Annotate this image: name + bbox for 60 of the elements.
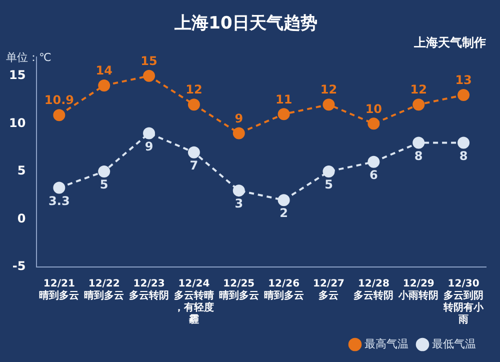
data-label: 8 (414, 148, 423, 163)
x-tick-label: 12/23 多云转阴 (129, 278, 170, 302)
y-tick-label: 5 (17, 164, 26, 178)
point (412, 136, 425, 149)
chart-subtitle: 上海天气制作 (413, 36, 486, 50)
data-label: 8 (459, 148, 468, 163)
point (322, 165, 335, 178)
point (412, 98, 425, 111)
point (53, 109, 66, 122)
x-tick-label: 12/22 晴到多云 (84, 278, 124, 302)
y-tick-label: 0 (17, 211, 26, 226)
y-tick-label: 10 (8, 116, 26, 130)
y-tick-label: -5 (12, 259, 26, 274)
data-label: 7 (190, 158, 198, 172)
point (53, 182, 66, 194)
x-tick-label: 12/24 多云转晴，有轻度霾 (174, 278, 214, 326)
point (368, 156, 380, 168)
point (368, 118, 380, 130)
data-label: 9 (144, 139, 154, 154)
data-label: 15 (140, 54, 158, 68)
data-label: 9 (234, 111, 244, 126)
data-label: 3 (234, 196, 244, 211)
point (98, 165, 110, 178)
legend-label: 最高气温 (364, 337, 408, 350)
point (458, 136, 470, 149)
data-label: 12 (320, 82, 338, 97)
point (458, 89, 470, 102)
x-tick-label: 12/29 小雨转阴 (398, 278, 439, 302)
x-tick-label: 12/30 多云到阴转阴有小雨 (442, 278, 485, 326)
x-tick-label: 12/26 晴到多云 (264, 278, 304, 302)
data-label: 10 (365, 102, 382, 116)
point (188, 98, 200, 111)
point (278, 108, 290, 120)
point (232, 184, 245, 197)
legend-label: 最低气温 (432, 337, 476, 350)
y-tick-label: 15 (8, 68, 26, 82)
data-label: 6 (369, 168, 378, 182)
x-tick-label: 12/27 多云 (313, 278, 345, 302)
point (143, 127, 156, 140)
chart-title: 上海10日天气趋势 (174, 14, 318, 34)
point (232, 127, 245, 140)
point (278, 194, 290, 206)
data-label: 3.3 (48, 194, 70, 208)
x-tick-label: 12/21 晴到多云 (39, 278, 80, 302)
x-tick-label: 12/25 晴到多云 (218, 278, 259, 302)
data-label: 12 (410, 82, 427, 97)
data-label: 2 (280, 206, 288, 220)
data-label: 5 (100, 178, 108, 192)
y-axis-title: 单位：℃ (6, 50, 52, 64)
data-label: 13 (455, 73, 472, 88)
data-label: 10.9 (44, 93, 74, 108)
data-label: 14 (96, 64, 112, 78)
point (98, 79, 110, 92)
point (322, 98, 335, 111)
point (143, 70, 156, 82)
data-label: 12 (186, 82, 202, 97)
data-label: 11 (275, 92, 292, 106)
data-label: 5 (324, 178, 333, 192)
x-tick-label: 12/28 多云转阴 (354, 278, 394, 302)
point (188, 146, 200, 158)
